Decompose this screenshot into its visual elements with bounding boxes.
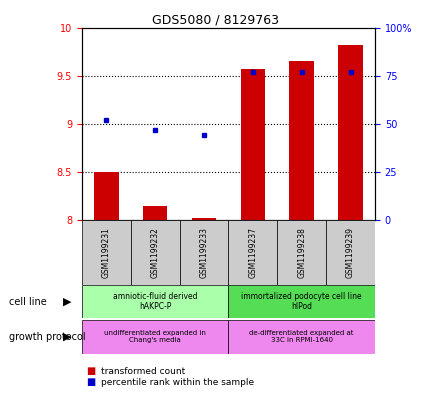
Bar: [240, 69, 264, 220]
Bar: [289, 61, 313, 220]
Text: immortalized podocyte cell line
hIPod: immortalized podocyte cell line hIPod: [241, 292, 361, 311]
Text: ■: ■: [86, 377, 95, 387]
Bar: [326, 220, 374, 285]
Bar: [228, 320, 374, 354]
Bar: [338, 45, 362, 220]
Bar: [143, 206, 167, 220]
Text: undifferentiated expanded in
Chang's media: undifferentiated expanded in Chang's med…: [104, 331, 206, 343]
Bar: [276, 220, 326, 285]
Text: percentile rank within the sample: percentile rank within the sample: [101, 378, 254, 387]
Text: GSM1199233: GSM1199233: [199, 227, 208, 278]
Text: ▶: ▶: [62, 332, 71, 342]
Text: de-differentiated expanded at
33C in RPMI-1640: de-differentiated expanded at 33C in RPM…: [249, 331, 353, 343]
Bar: [130, 220, 179, 285]
Text: GDS5080 / 8129763: GDS5080 / 8129763: [152, 14, 278, 27]
Bar: [82, 320, 228, 354]
Bar: [228, 285, 374, 318]
Text: transformed count: transformed count: [101, 367, 185, 376]
Text: amniotic-fluid derived
hAKPC-P: amniotic-fluid derived hAKPC-P: [113, 292, 197, 311]
Text: ▶: ▶: [62, 297, 71, 307]
Bar: [179, 220, 228, 285]
Bar: [82, 285, 228, 318]
Text: GSM1199238: GSM1199238: [297, 227, 305, 278]
Bar: [228, 220, 276, 285]
Text: GSM1199239: GSM1199239: [345, 227, 354, 278]
Text: GSM1199232: GSM1199232: [150, 227, 159, 278]
Text: GSM1199237: GSM1199237: [248, 227, 257, 278]
Text: ■: ■: [86, 366, 95, 376]
Bar: [191, 218, 216, 220]
Text: GSM1199231: GSM1199231: [101, 227, 111, 278]
Text: growth protocol: growth protocol: [9, 332, 85, 342]
Bar: [82, 220, 130, 285]
Bar: [94, 172, 118, 220]
Text: cell line: cell line: [9, 297, 46, 307]
